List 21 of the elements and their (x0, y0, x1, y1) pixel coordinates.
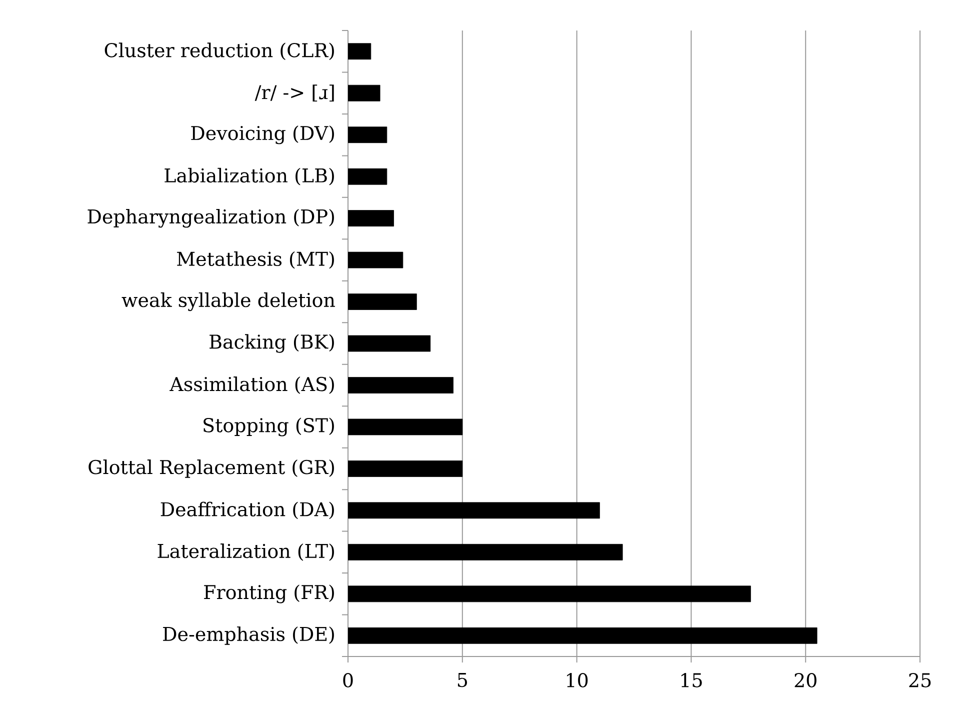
x-tick-label: 5 (458, 673, 467, 688)
y-tick-label: Stopping (ST) (204, 418, 334, 436)
y-tick-label: Metathesis (MT) (177, 251, 334, 269)
y-tick-label: Cluster reduction (CLR) (104, 42, 334, 60)
y-tick-label: weak syllable deletion (122, 292, 335, 312)
x-tick-label: 0 (343, 673, 353, 688)
y-tick-label: Assimilation (AS) (170, 376, 334, 394)
x-tick-label: 20 (794, 673, 816, 688)
y-tick-label: Deaffrication (DA) (160, 502, 334, 520)
y-tick-label: De-emphasis (DE) (163, 626, 334, 645)
y-tick-label: Devoicing (DV) (191, 125, 334, 144)
x-tick-label: 10 (567, 673, 588, 688)
x-tick-label: 15 (681, 673, 702, 688)
y-tick-label: /r/ -> [ɹ] (254, 84, 334, 102)
y-tick-label: Backing (BK) (210, 334, 334, 353)
x-tick-label: 25 (909, 673, 931, 688)
y-tick-label: Labialization (LB) (164, 168, 334, 186)
y-tick-label: Lateralization (LT) (158, 543, 334, 561)
y-tick-label: Fronting (FR) (204, 584, 334, 604)
y-tick-label: Glottal Replacement (GR) (88, 460, 334, 478)
y-tick-label: Depharyngealization (DP) (88, 208, 334, 228)
